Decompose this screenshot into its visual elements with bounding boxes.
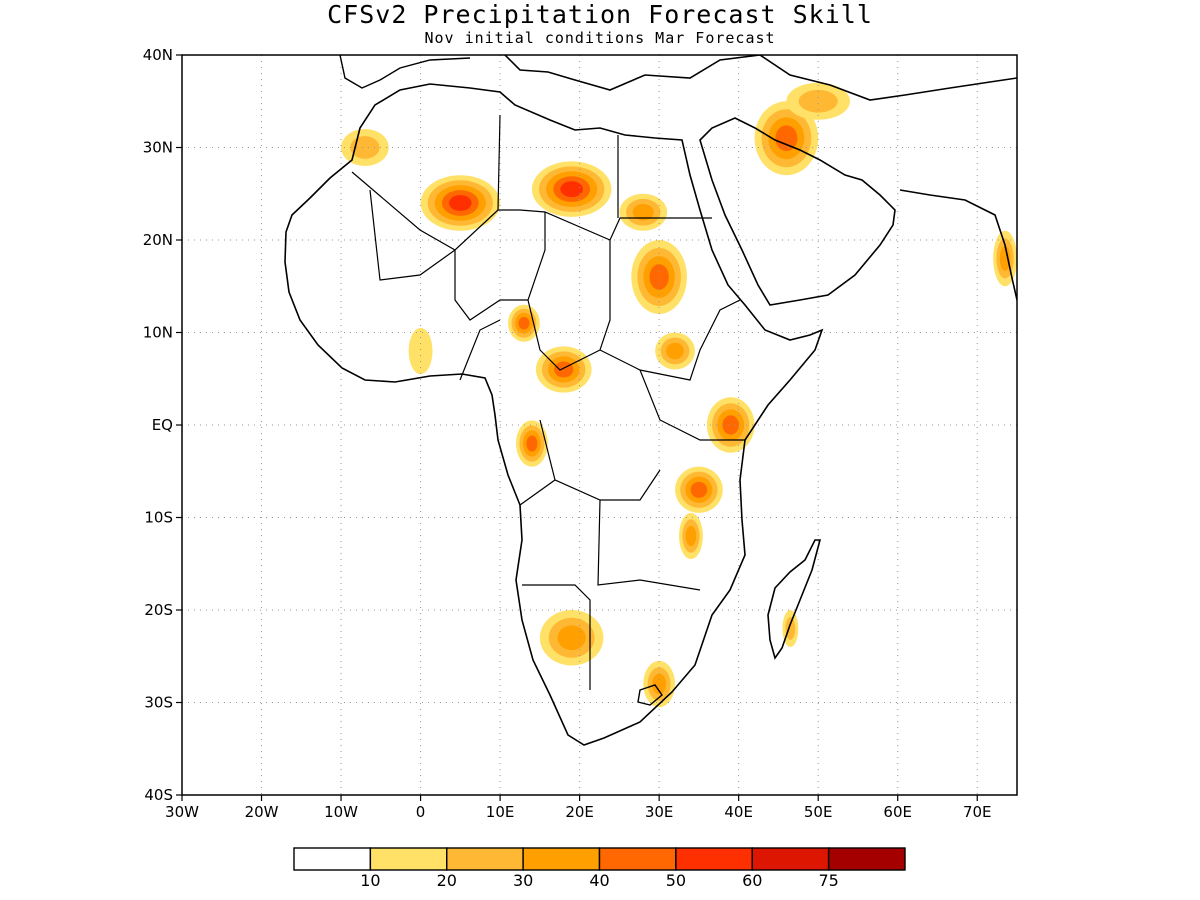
- lat-tick-label: 20S: [144, 601, 173, 619]
- colorbar-swatch: [598, 847, 677, 871]
- skill-region-ghana: [408, 327, 433, 375]
- colorbar-swatch: [751, 847, 830, 871]
- lat-tick-label: 20N: [143, 231, 173, 249]
- lat-tick-label: 30N: [143, 139, 173, 157]
- skill-region-south-sudan: [666, 342, 684, 360]
- eurasia-coastline: [504, 55, 1017, 301]
- madagascar-coastline: [767, 539, 822, 660]
- lon-tick-label: 0: [416, 803, 426, 821]
- colorbar-label: 40: [589, 871, 609, 890]
- skill-region-morocco: [350, 136, 380, 159]
- lat-tick-label: EQ: [152, 416, 173, 434]
- lat-tick-label: 10S: [144, 509, 173, 527]
- colorbar: 10 20 30 40 50 60 75: [293, 847, 906, 890]
- skill-region-sahara-central: [448, 195, 472, 211]
- colorbar-swatch: [675, 847, 753, 871]
- skill-region-malawi: [685, 525, 697, 547]
- coastlines: [284, 55, 1017, 746]
- lon-tick-label: 10E: [486, 803, 515, 821]
- skill-region-botswana: [557, 625, 586, 651]
- colorbar-label: 10: [360, 871, 380, 890]
- skill-region-tanzania: [690, 481, 708, 498]
- skill-region-india-west: [999, 246, 1011, 271]
- lon-tick-label: 30E: [645, 803, 674, 821]
- lon-tick-label: 70E: [963, 803, 992, 821]
- colorbar-label: 60: [742, 871, 762, 890]
- colorbar-label: 30: [513, 871, 533, 890]
- colorbar-swatch: [522, 847, 601, 871]
- lon-tick-label: 20W: [245, 803, 279, 821]
- lon-tick-label: 20E: [565, 803, 594, 821]
- lon-tick-label: 10W: [324, 803, 358, 821]
- skill-region-congo-west: [526, 435, 538, 452]
- skill-region-kenya: [722, 415, 740, 435]
- lat-tick-label: 40N: [143, 46, 173, 64]
- lat-tick-label: 40S: [144, 786, 173, 804]
- colorbar-swatch: [293, 847, 372, 871]
- colorbar-swatch: [369, 847, 448, 871]
- colorbar-label: 50: [666, 871, 686, 890]
- skill-region-iran-north: [798, 89, 838, 113]
- skill-region-nigeria-chad: [518, 316, 530, 330]
- chart-subtitle: Nov initial conditions Mar Forecast: [424, 29, 776, 47]
- lon-tick-label: 60E: [883, 803, 912, 821]
- mediterranean-coast-europe: [339, 55, 471, 89]
- skill-region-libya-chad: [560, 181, 584, 198]
- skill-region-madagascar: [785, 617, 796, 640]
- colorbar-label: 20: [437, 871, 457, 890]
- lon-tick-label: 50E: [804, 803, 833, 821]
- colorbar-swatch: [446, 847, 524, 871]
- skill-region-egypt-south: [632, 204, 654, 221]
- lon-tick-label: 40E: [724, 803, 753, 821]
- colorbar-label: 75: [818, 871, 838, 890]
- chart-title: CFSv2 Precipitation Forecast Skill: [327, 0, 873, 29]
- skill-region-south-africa: [652, 673, 667, 695]
- lat-tick-label: 30S: [144, 694, 173, 712]
- africa-coastline: [284, 83, 824, 746]
- arabian-peninsula-coastline: [699, 117, 896, 306]
- lat-tick-label: 10N: [143, 324, 173, 342]
- map-frame: [181, 54, 1018, 796]
- skill-region-car: [554, 361, 574, 378]
- skill-region-iraq: [775, 125, 798, 152]
- skill-shading-layer: [341, 82, 1017, 708]
- country-borders: [351, 114, 745, 690]
- gridlines: [182, 55, 1017, 795]
- lon-tick-label: 30W: [165, 803, 199, 821]
- lesotho-border: [637, 684, 663, 706]
- colorbar-swatch: [827, 847, 906, 871]
